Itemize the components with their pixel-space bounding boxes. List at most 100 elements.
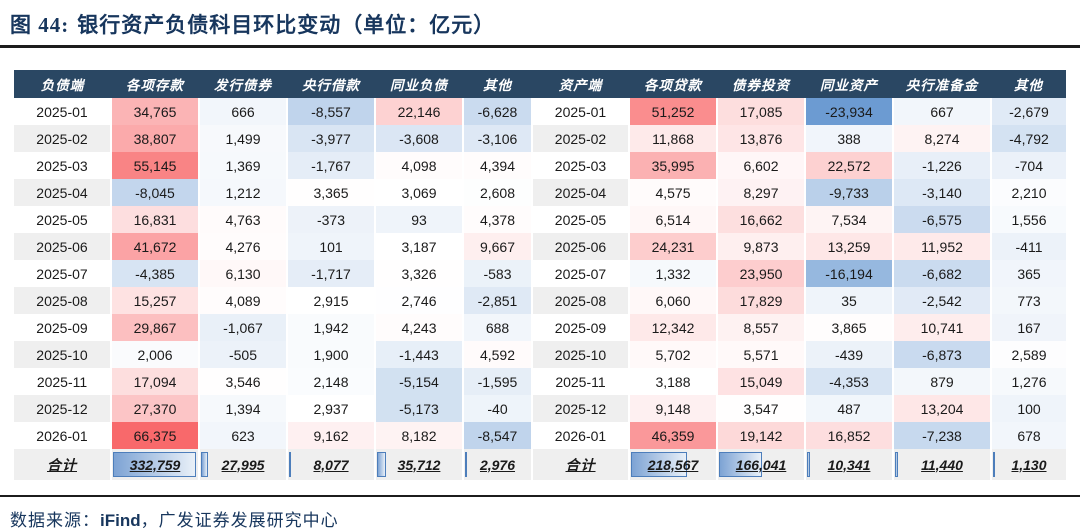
value-cell: 1,499 bbox=[199, 125, 288, 152]
table-row: 2025-11 17,094 3,546 2,148 -5,154 -1,595 2025-… bbox=[14, 368, 1066, 395]
value-cell: -5,173 bbox=[375, 395, 464, 422]
table-row: 2025-05 16,831 4,763 -373 93 4,378 2025-05 6,51… bbox=[14, 206, 1066, 233]
header-row: 负债端 各项存款 发行债券 央行借款 同业负债 其他 资产端 各项贷款 债券投资 同业资产 央行准备… bbox=[14, 70, 1066, 98]
value-cell: -4,385 bbox=[111, 260, 200, 287]
column-header: 同业负债 bbox=[375, 70, 463, 98]
value-cell: -23,934 bbox=[805, 98, 894, 125]
value-cell: 24,231 bbox=[629, 233, 718, 260]
value-cell: 29,867 bbox=[111, 314, 200, 341]
data-bar bbox=[719, 452, 762, 477]
total-label: 合计 bbox=[532, 449, 630, 480]
total-label: 合计 bbox=[14, 449, 112, 480]
period-cell: 2025-10 bbox=[14, 341, 112, 368]
column-header: 其他 bbox=[991, 70, 1066, 98]
value-cell: -1,226 bbox=[893, 152, 992, 179]
value-cell: 9,148 bbox=[629, 395, 718, 422]
value-cell: 388 bbox=[805, 125, 894, 152]
value-cell: -373 bbox=[287, 206, 376, 233]
value-cell: 19,142 bbox=[717, 422, 806, 449]
value-cell: 23,950 bbox=[717, 260, 806, 287]
value-cell: 38,807 bbox=[111, 125, 200, 152]
value-cell: 5,571 bbox=[717, 341, 806, 368]
value-cell: -3,977 bbox=[287, 125, 376, 152]
period-cell: 2025-06 bbox=[14, 233, 112, 260]
column-header: 同业资产 bbox=[805, 70, 893, 98]
value-cell: 8,274 bbox=[893, 125, 992, 152]
table-row: 2025-02 38,807 1,499 -3,977 -3,608 -3,106 2025… bbox=[14, 125, 1066, 152]
value-cell: 11,868 bbox=[629, 125, 718, 152]
value-cell: 15,257 bbox=[111, 287, 200, 314]
value-cell: 4,575 bbox=[629, 179, 718, 206]
period-cell: 2025-07 bbox=[532, 260, 630, 287]
total-value-cell: 10,341 bbox=[805, 449, 894, 480]
value-cell: 1,332 bbox=[629, 260, 718, 287]
table-row: 2025-08 15,257 4,089 2,915 2,746 -2,851 2025-0… bbox=[14, 287, 1066, 314]
period-cell: 2025-02 bbox=[14, 125, 112, 152]
total-value-cell: 1,130 bbox=[991, 449, 1066, 480]
column-header: 负债端 bbox=[14, 70, 111, 98]
value-cell: -439 bbox=[805, 341, 894, 368]
value-cell: 167 bbox=[991, 314, 1066, 341]
value-cell: 46,359 bbox=[629, 422, 718, 449]
value-cell: -4,353 bbox=[805, 368, 894, 395]
period-cell: 2025-08 bbox=[532, 287, 630, 314]
value-cell: 2,589 bbox=[991, 341, 1066, 368]
value-cell: 16,662 bbox=[717, 206, 806, 233]
value-cell: 879 bbox=[893, 368, 992, 395]
data-bar bbox=[377, 452, 387, 477]
value-cell: 1,394 bbox=[199, 395, 288, 422]
value-cell: 1,942 bbox=[287, 314, 376, 341]
value-cell: -1,767 bbox=[287, 152, 376, 179]
value-cell: -1,067 bbox=[199, 314, 288, 341]
value-cell: 2,148 bbox=[287, 368, 376, 395]
column-header: 各项存款 bbox=[111, 70, 199, 98]
table-row: 2025-06 41,672 4,276 101 3,187 9,667 2025-06 24… bbox=[14, 233, 1066, 260]
total-value-cell: 35,712 bbox=[375, 449, 464, 480]
value-cell: 487 bbox=[805, 395, 894, 422]
value-cell: 365 bbox=[991, 260, 1066, 287]
column-header: 发行债券 bbox=[199, 70, 287, 98]
value-cell: 3,069 bbox=[375, 179, 464, 206]
column-header: 债券投资 bbox=[717, 70, 805, 98]
table-row: 2025-04 -8,045 1,212 3,365 3,069 2,608 2025-04… bbox=[14, 179, 1066, 206]
total-value-cell: 27,995 bbox=[199, 449, 288, 480]
data-bar bbox=[993, 452, 995, 477]
value-cell: 34,765 bbox=[111, 98, 200, 125]
value-cell: 4,592 bbox=[463, 341, 533, 368]
data-source-name: iFind bbox=[100, 511, 141, 530]
value-cell: 3,365 bbox=[287, 179, 376, 206]
value-cell: 1,556 bbox=[991, 206, 1066, 233]
value-cell: 9,667 bbox=[463, 233, 533, 260]
value-cell: 3,546 bbox=[199, 368, 288, 395]
balance-sheet-table-container: 负债端 各项存款 发行债券 央行借款 同业负债 其他 资产端 各项贷款 债券投资 同业资产 央行准备… bbox=[14, 70, 1066, 480]
value-cell: -6,628 bbox=[463, 98, 533, 125]
value-cell: 93 bbox=[375, 206, 464, 233]
period-cell: 2025-04 bbox=[14, 179, 112, 206]
value-cell: 2,915 bbox=[287, 287, 376, 314]
value-cell: -6,575 bbox=[893, 206, 992, 233]
value-cell: 6,514 bbox=[629, 206, 718, 233]
value-cell: 8,557 bbox=[717, 314, 806, 341]
value-cell: 2,746 bbox=[375, 287, 464, 314]
value-cell: 3,188 bbox=[629, 368, 718, 395]
data-bar bbox=[465, 452, 467, 477]
column-header: 各项贷款 bbox=[629, 70, 717, 98]
value-cell: 12,342 bbox=[629, 314, 718, 341]
value-cell: -583 bbox=[463, 260, 533, 287]
period-cell: 2025-01 bbox=[14, 98, 112, 125]
value-cell: 9,873 bbox=[717, 233, 806, 260]
value-cell: -1,443 bbox=[375, 341, 464, 368]
value-cell: 3,547 bbox=[717, 395, 806, 422]
value-cell: -8,547 bbox=[463, 422, 533, 449]
value-cell: 678 bbox=[991, 422, 1066, 449]
value-cell: 66,375 bbox=[111, 422, 200, 449]
column-header: 央行借款 bbox=[287, 70, 375, 98]
value-cell: 4,763 bbox=[199, 206, 288, 233]
table-row: 2025-03 55,145 1,369 -1,767 4,098 4,394 2025-0… bbox=[14, 152, 1066, 179]
data-bar bbox=[201, 452, 209, 477]
value-cell: -6,682 bbox=[893, 260, 992, 287]
period-cell: 2025-10 bbox=[532, 341, 630, 368]
value-cell: 6,130 bbox=[199, 260, 288, 287]
value-cell: 1,276 bbox=[991, 368, 1066, 395]
total-value-cell: 332,759 bbox=[111, 449, 200, 480]
